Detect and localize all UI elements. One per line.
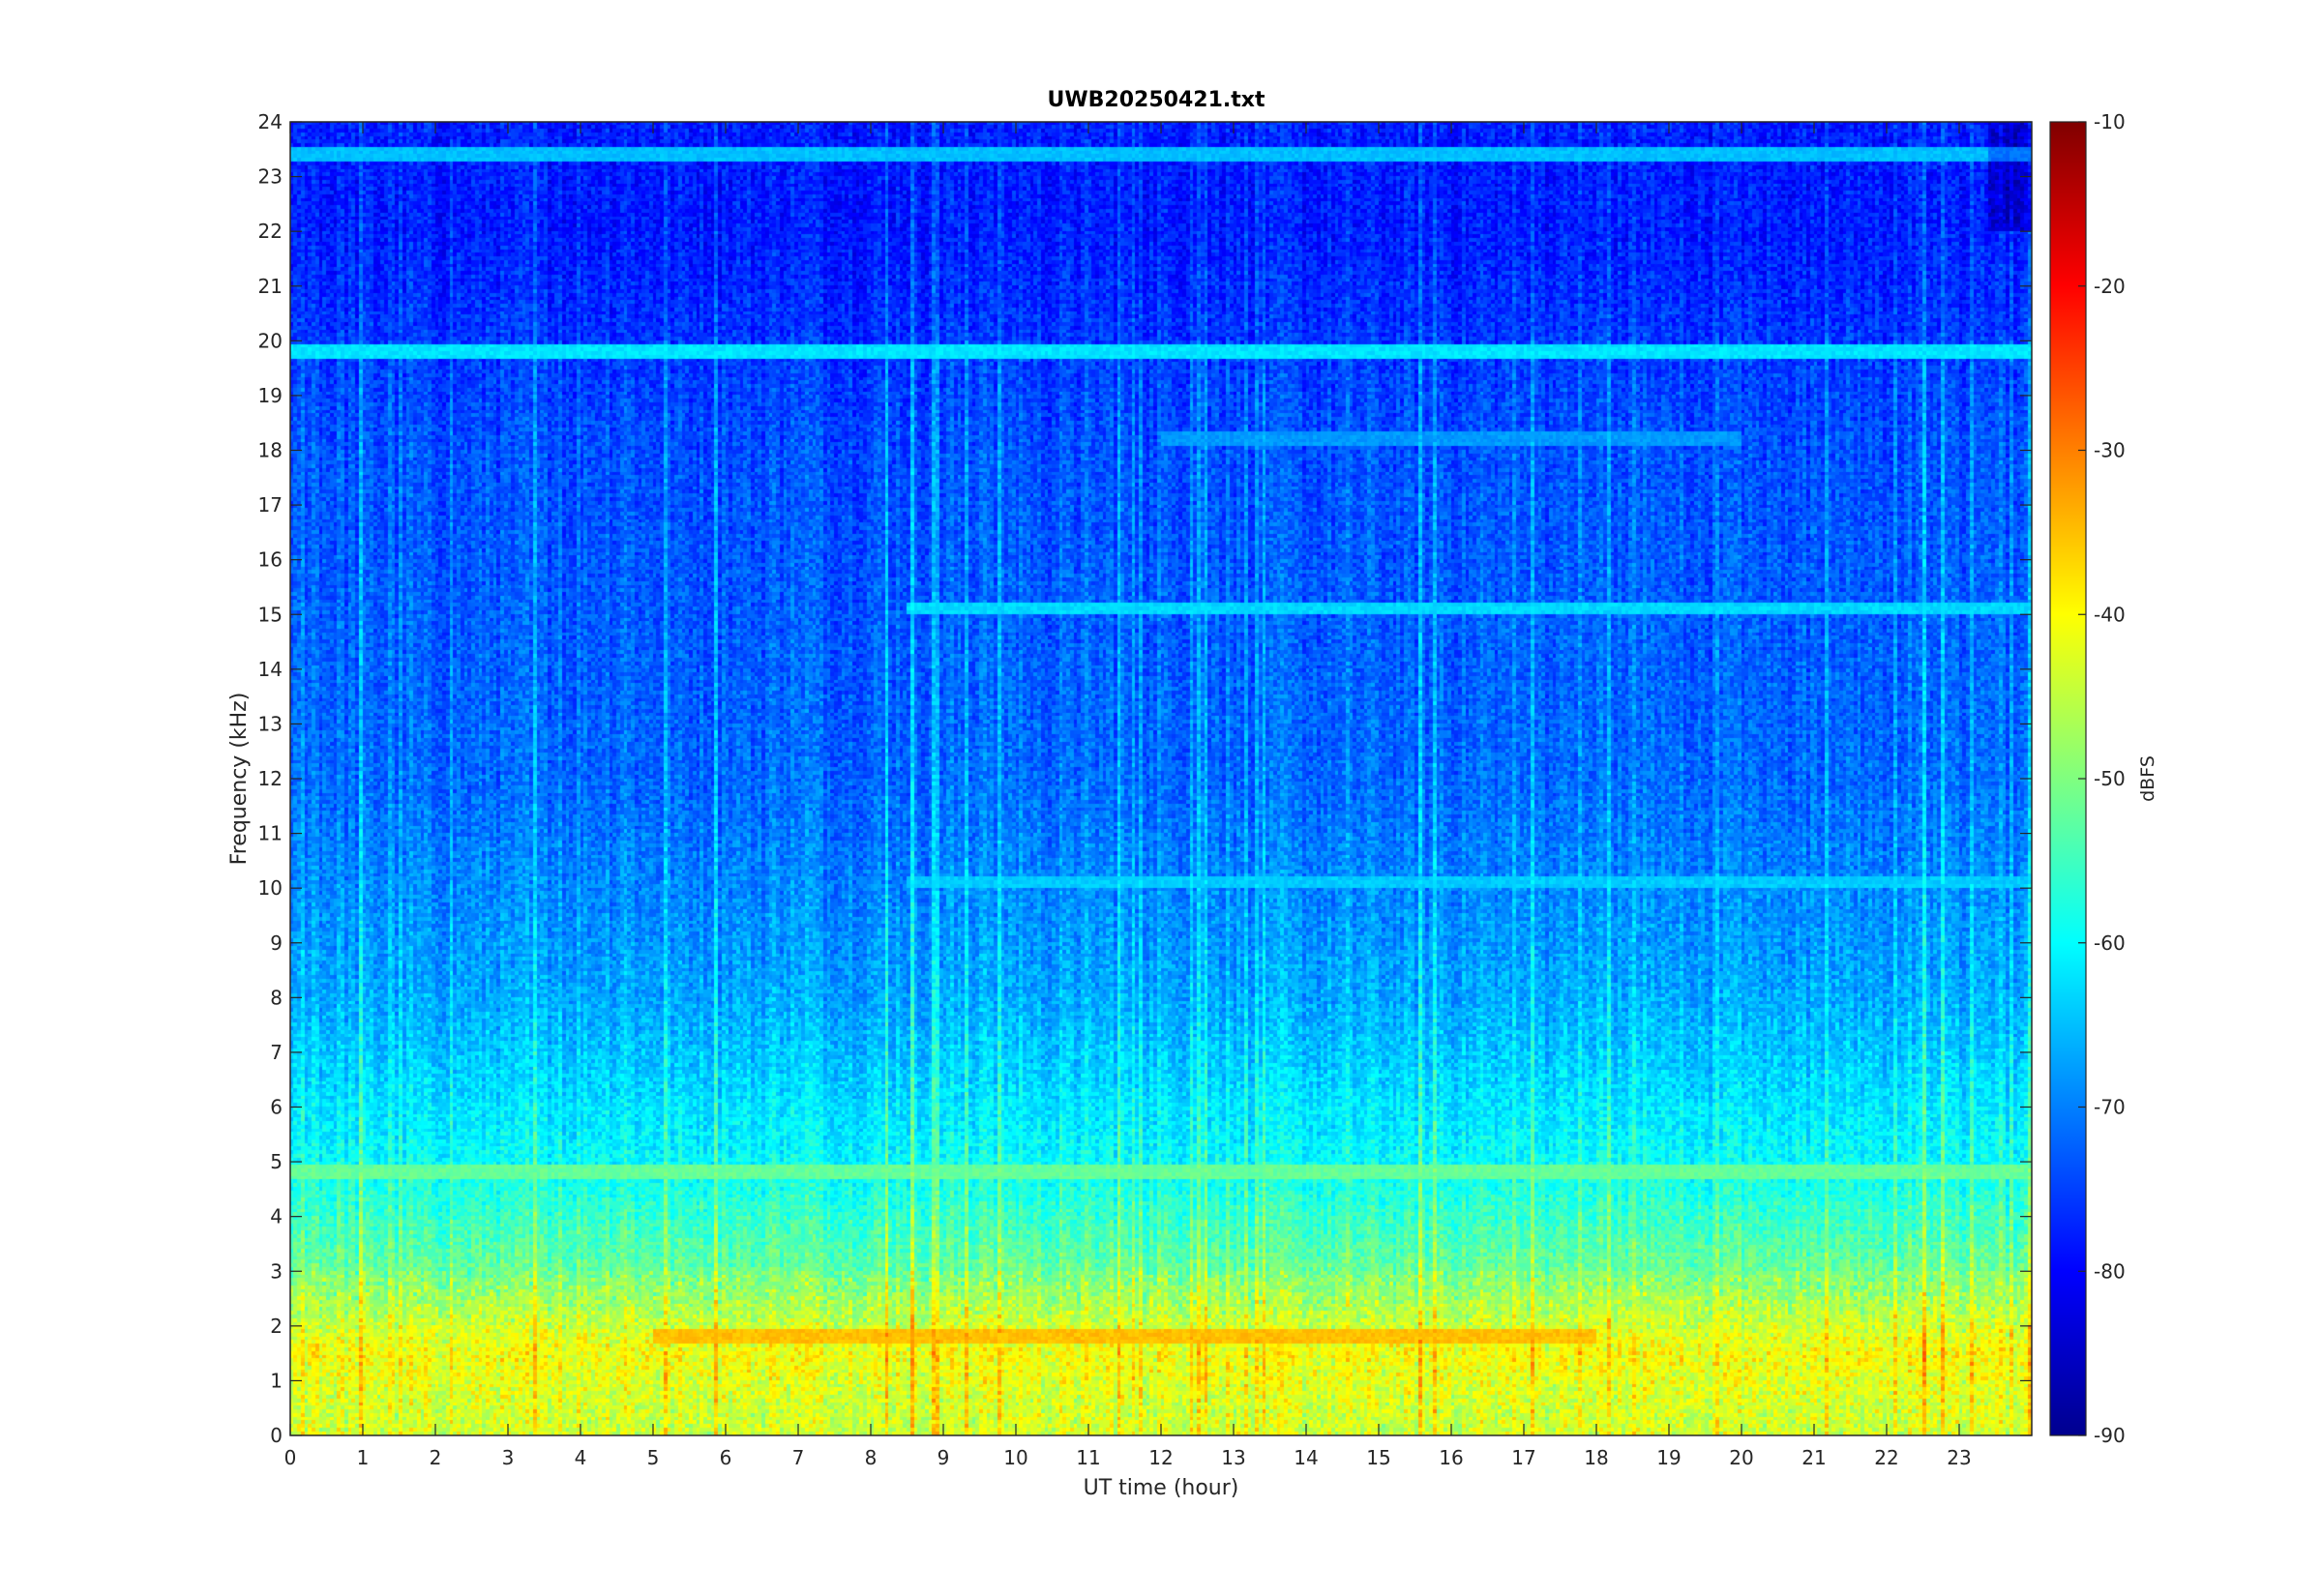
x-tick-label: 4: [575, 1446, 587, 1469]
colorbar-tick-label: -70: [2094, 1096, 2126, 1119]
x-tick-label: 0: [284, 1446, 297, 1469]
colorbar-tick-label: -20: [2094, 275, 2126, 298]
colorbar-tick-label: -50: [2094, 767, 2126, 790]
x-tick-label: 11: [1076, 1446, 1100, 1469]
x-tick-label: 18: [1584, 1446, 1608, 1469]
y-tick-label: 21: [258, 275, 283, 298]
y-tick-label: 12: [258, 767, 283, 790]
colorbar-tick-label: -10: [2094, 110, 2126, 133]
x-tick-label: 23: [1947, 1446, 1971, 1469]
x-tick-label: 17: [1511, 1446, 1535, 1469]
x-axis: 0 1 2 3 4 5 6 7 8 9 10 11 12 13 14 15 16 17 18 19 20 21 22 23: [284, 122, 1972, 1469]
x-tick-label: 1: [357, 1446, 370, 1469]
colorbar-ticks: -10 -20 -30 -40 -50 -60 -70 -80 -90: [2078, 110, 2126, 1447]
chart-title: UWB20250421.txt: [1048, 88, 1265, 112]
y-tick-label: 11: [258, 822, 283, 845]
x-tick-label: 21: [1801, 1446, 1826, 1469]
y-tick-label: 14: [258, 658, 283, 681]
x-tick-label: 22: [1874, 1446, 1898, 1469]
x-tick-label: 7: [792, 1446, 805, 1469]
y-tick-label: 6: [270, 1096, 283, 1119]
x-axis-label: UT time (hour): [1084, 1476, 1239, 1500]
y-tick-label: 0: [270, 1424, 283, 1447]
y-tick-label: 23: [258, 165, 283, 189]
y-tick-label: 20: [258, 329, 283, 352]
y-tick-label: 1: [270, 1369, 283, 1392]
colorbar: -10 -20 -30 -40 -50 -60 -70 -80 -90 dBFS: [2049, 110, 2158, 1447]
y-tick-label: 16: [258, 548, 283, 572]
x-tick-label: 10: [1003, 1446, 1027, 1469]
x-tick-label: 8: [865, 1446, 878, 1469]
x-tick-label: 6: [720, 1446, 732, 1469]
colorbar-tick-label: -40: [2094, 603, 2126, 626]
x-tick-label: 13: [1221, 1446, 1245, 1469]
x-tick-label: 9: [938, 1446, 950, 1469]
y-tick-label: 18: [258, 439, 283, 462]
spectrogram-heatmap: [290, 122, 2032, 1435]
colorbar-tick-label: -80: [2094, 1259, 2126, 1283]
y-tick-label: 24: [258, 110, 283, 133]
x-tick-label: 14: [1294, 1446, 1318, 1469]
y-tick-label: 13: [258, 712, 283, 735]
x-tick-label: 12: [1148, 1446, 1173, 1469]
y-tick-label: 2: [270, 1315, 283, 1338]
x-tick-label: 16: [1439, 1446, 1463, 1469]
y-tick-label: 22: [258, 220, 283, 243]
x-tick-label: 19: [1656, 1446, 1681, 1469]
colorbar-tick-label: -30: [2094, 439, 2126, 462]
y-tick-label: 5: [270, 1150, 283, 1173]
colorbar-label: dBFS: [2137, 755, 2158, 802]
x-tick-label: 2: [430, 1446, 442, 1469]
y-tick-label: 17: [258, 493, 283, 517]
y-tick-label: 8: [270, 986, 283, 1009]
y-tick-label: 4: [270, 1205, 283, 1228]
y-tick-label: 3: [270, 1259, 283, 1283]
plot-area: [289, 121, 2033, 1436]
x-tick-label: 5: [647, 1446, 660, 1469]
colorbar-tick-label: -90: [2094, 1424, 2126, 1447]
colorbar-tick-label: -60: [2094, 931, 2126, 955]
y-tick-label: 19: [258, 384, 283, 407]
y-tick-label: 9: [270, 931, 283, 955]
y-axis-label: Frequency (kHz): [227, 693, 252, 866]
x-tick-label: 20: [1729, 1446, 1753, 1469]
y-tick-label: 15: [258, 603, 283, 626]
x-tick-label: 3: [502, 1446, 515, 1469]
x-tick-label: 15: [1366, 1446, 1390, 1469]
y-tick-label: 10: [258, 876, 283, 900]
y-tick-label: 7: [270, 1041, 283, 1064]
